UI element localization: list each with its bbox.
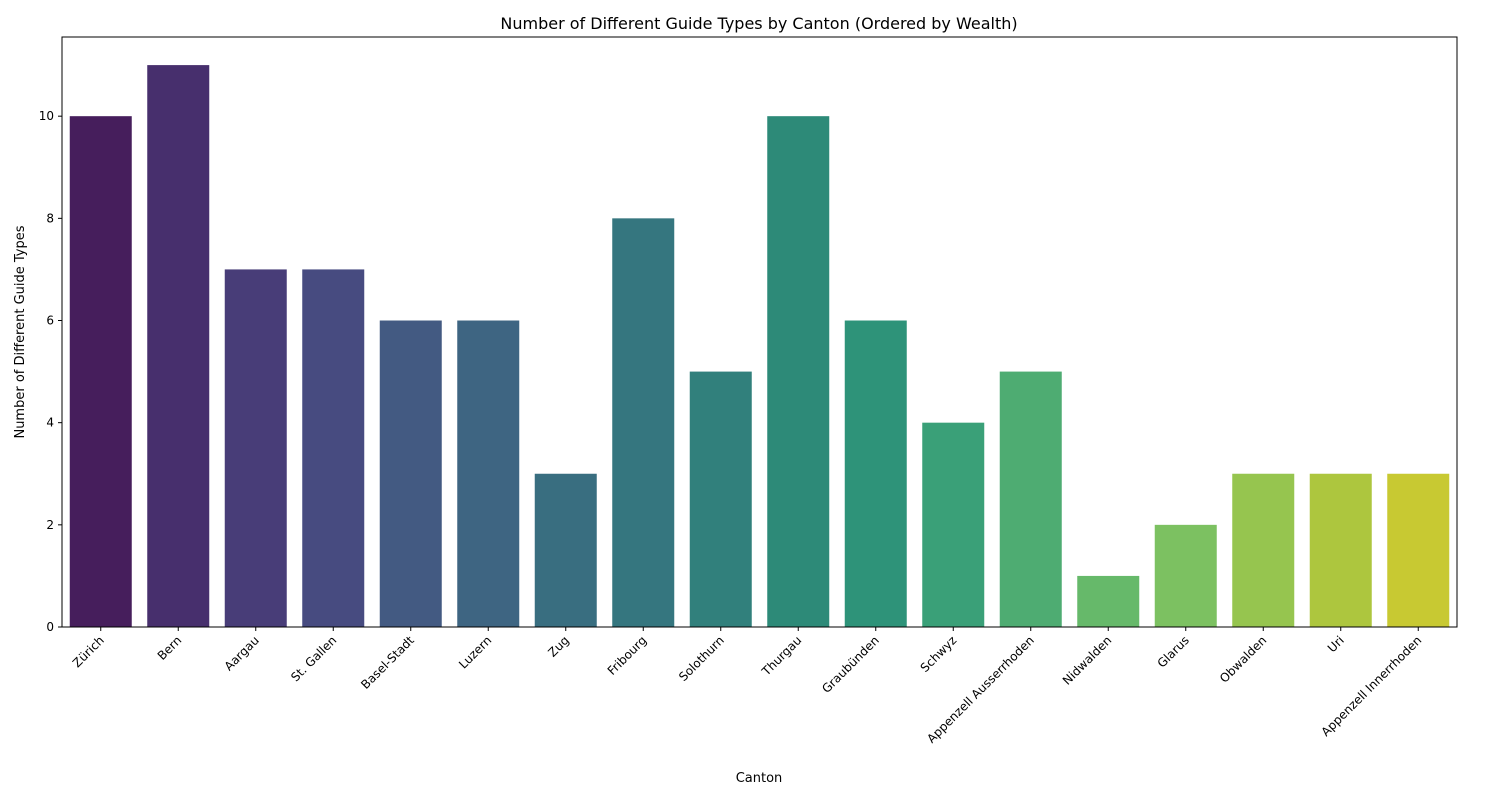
x-axis-label: Canton: [736, 771, 783, 786]
bar: [1154, 524, 1217, 627]
x-tick-label: Luzern: [456, 633, 494, 671]
x-tick-label: Obwalden: [1217, 633, 1269, 685]
x-tick-label: Zürich: [70, 633, 107, 670]
bar: [612, 218, 675, 627]
bar: [69, 116, 132, 628]
bar: [922, 422, 985, 627]
x-tick-label: Schwyz: [918, 633, 960, 675]
bar: [534, 473, 597, 627]
bar: [1077, 575, 1140, 627]
x-tick-label: Zug: [545, 633, 571, 659]
x-tick-label: Thurgau: [759, 633, 805, 679]
x-tick-label: Nidwalden: [1060, 633, 1114, 687]
y-tick-label: 0: [46, 620, 54, 634]
bar: [1232, 473, 1295, 627]
y-tick-label: 6: [46, 314, 54, 328]
x-tick-label: Graubünden: [819, 633, 882, 696]
x-tick-label: St. Gallen: [288, 633, 339, 684]
bar: [844, 320, 907, 627]
y-tick-label: 2: [46, 518, 54, 532]
y-axis: 0 2 4 6 8 10: [39, 109, 62, 634]
x-tick-label: Uri: [1325, 633, 1347, 655]
y-tick-label: 4: [46, 416, 54, 430]
y-tick-label: 10: [39, 109, 54, 123]
y-tick-label: 8: [46, 211, 54, 225]
bar: [302, 269, 365, 627]
chart-title: Number of Different Guide Types by Canto…: [500, 14, 1017, 33]
bar: [1387, 473, 1450, 627]
bar: [999, 371, 1062, 627]
bar: [224, 269, 287, 627]
bar: [379, 320, 442, 627]
bar: [457, 320, 520, 627]
x-tick-label: Basel-Stadt: [358, 633, 417, 692]
bar: [767, 116, 830, 628]
bar: [1309, 473, 1372, 627]
bar: [689, 371, 752, 627]
plot-frame: [61, 36, 1458, 628]
x-axis: Zürich Bern Aargau St. Gallen Basel-Stadt Luz…: [70, 627, 1424, 746]
bar: [147, 65, 210, 628]
x-tick-label: Solothurn: [676, 633, 727, 684]
x-tick-label: Bern: [155, 633, 185, 663]
y-axis-label: Number of Different Guide Types: [13, 225, 28, 438]
x-tick-label: Aargau: [222, 633, 262, 673]
x-tick-label: Glarus: [1155, 633, 1192, 670]
bars: [69, 65, 1450, 628]
x-tick-label: Fribourg: [605, 633, 650, 678]
